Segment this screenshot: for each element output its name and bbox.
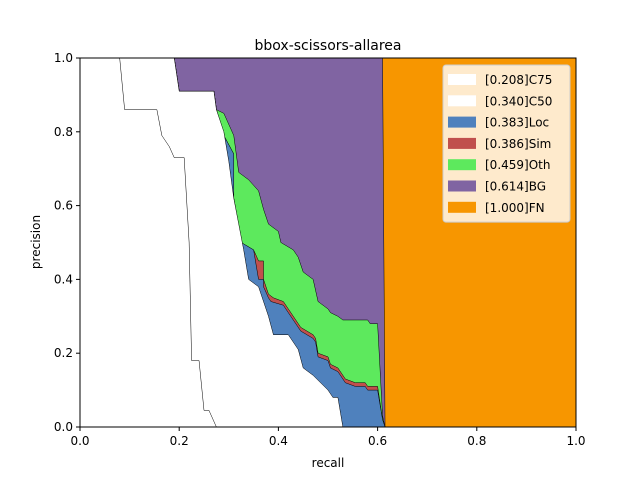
y-tick-label: 1.0 [54,51,73,65]
legend-swatch [448,180,476,192]
area-0-208-c75 [79,57,217,428]
axes-frame [79,57,577,428]
x-tick-label: 1.0 [566,434,585,448]
x-axis-label: recall [312,456,345,470]
legend-label: [0.614]BG [485,180,546,194]
legend: [0.208]C75 [0.340]C50 [0.383]Loc [0.386]Sim… [442,64,571,223]
legend-label: [0.386]Sim [485,137,551,151]
legend-label: [1.000]FN [485,201,545,215]
axes: 0.0 0.2 0.4 0.6 0.8 1.0 0.0 0.2 0.4 0.6 0.8 1.0 [54,51,586,448]
y-tick-label: 0.6 [54,199,73,213]
legend-label: [0.340]C50 [485,94,552,108]
y-tick-label: 0.8 [54,125,73,139]
y-tick-label: 0.0 [54,420,73,434]
legend-label: [0.383]Loc [485,116,549,130]
x-tick-label: 0.8 [467,434,486,448]
plot-area [79,57,577,428]
legend-swatch [448,116,476,128]
x-tick-label: 0.4 [269,434,288,448]
y-tick-label: 0.2 [54,346,73,360]
legend-swatch [448,95,476,107]
legend-swatch [448,159,476,171]
legend-label: [0.208]C75 [485,73,552,87]
chart-title: bbox-scissors-allarea [255,38,402,54]
legend-swatch [448,137,476,149]
x-tick-label: 0.6 [368,434,387,448]
y-axis-label: precision [29,215,43,269]
y-tick-label: 0.4 [54,272,73,286]
x-tick-label: 0.0 [70,434,89,448]
x-tick-label: 0.2 [170,434,189,448]
legend-swatch [448,74,476,85]
legend-label: [0.459]Oth [485,158,550,172]
legend-swatch [448,201,476,213]
